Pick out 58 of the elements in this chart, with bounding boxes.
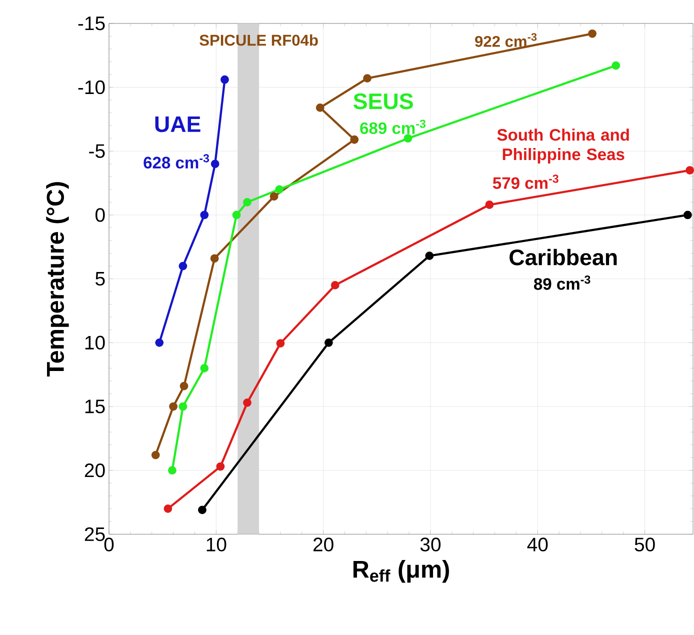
series-label: UAE [155, 116, 200, 132]
text: SPICULE RF04b [200, 34, 318, 46]
point [198, 506, 206, 514]
point [168, 466, 176, 475]
point [210, 160, 220, 168]
point [164, 504, 172, 513]
x-tick-label: 20 [313, 538, 334, 552]
point [350, 136, 359, 144]
point [588, 30, 597, 38]
point [151, 450, 160, 460]
series-label: South China and Philippine Seas [497, 128, 629, 164]
point [612, 61, 620, 70]
y-tick-label: 10 [85, 336, 105, 350]
point [220, 76, 229, 84]
point [216, 462, 225, 471]
point [485, 200, 494, 210]
y-tick-label: -10 [78, 80, 105, 94]
y-tick-label: 25 [84, 527, 105, 542]
annotation: 579 cm$^{-3}$ [492, 174, 558, 190]
y-tick-label: 5 [96, 272, 105, 286]
annotation: 689 cm$^{-3}$ [360, 120, 426, 134]
x-tick-label: 30 [420, 538, 441, 552]
x-axis-title: R$_{eff}$ (μm) [353, 560, 449, 583]
series-label: SEUS [354, 93, 413, 110]
point [270, 192, 278, 201]
point [169, 402, 178, 411]
point [243, 198, 252, 206]
x-tick-label: 50 [634, 538, 655, 552]
point [210, 254, 219, 263]
point [155, 338, 164, 347]
y-tick-label: -5 [89, 144, 105, 158]
y-tick-label: 0 [96, 208, 105, 222]
point [232, 210, 241, 220]
point [330, 281, 340, 290]
x-tick-label: 10 [206, 538, 226, 552]
y-tick-label: 15 [85, 400, 105, 414]
point [324, 338, 333, 347]
y-tick-label: -15 [78, 16, 105, 30]
point [425, 252, 434, 260]
point [363, 74, 372, 83]
series-label: Caribbean [510, 248, 617, 266]
x-tick-label: 40 [527, 538, 548, 552]
point [178, 262, 188, 270]
point [683, 210, 692, 220]
y-axis-title: Temperature (°C) [46, 182, 69, 377]
point [276, 339, 285, 348]
annotation: 922 cm$^{-3}$ [475, 33, 537, 48]
y-tick-label: 20 [84, 464, 105, 478]
point [243, 398, 252, 407]
annotation: 89 cm$^{-3}$ [534, 276, 590, 290]
point [200, 210, 209, 220]
annotation: 628 cm$^{-3}$ [144, 154, 210, 169]
point [316, 104, 324, 112]
point [404, 134, 412, 143]
point [178, 402, 188, 411]
point [275, 185, 284, 194]
point [200, 364, 209, 372]
point [180, 382, 188, 390]
